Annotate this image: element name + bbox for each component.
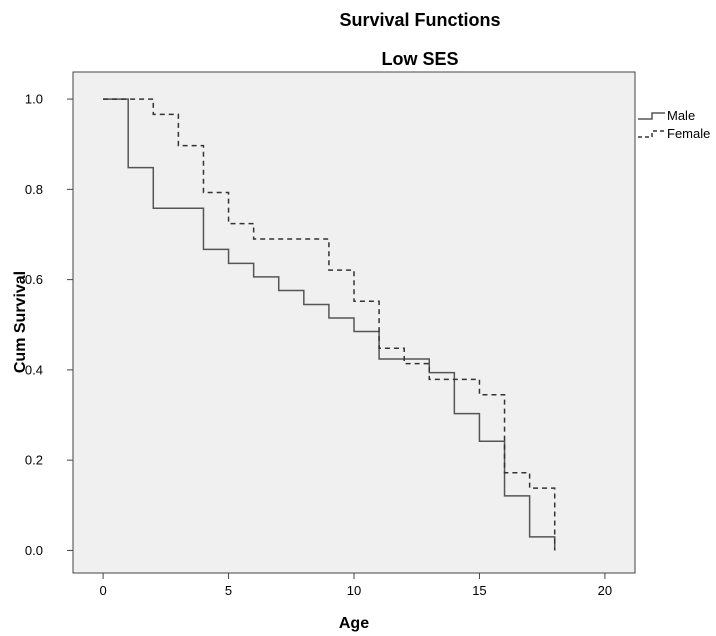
chart-subtitle: Low SES <box>381 49 458 69</box>
legend-swatch-female <box>638 130 665 138</box>
y-tick-label: 0.6 <box>25 272 43 287</box>
x-tick-label: 5 <box>225 583 232 598</box>
chart-title: Survival Functions <box>339 10 500 30</box>
y-axis-title: Cum Survival <box>12 271 29 373</box>
x-axis-title: Age <box>339 615 369 632</box>
y-tick-label: 0.2 <box>25 453 43 468</box>
y-tick-label: 0.8 <box>25 182 43 197</box>
x-tick-label: 0 <box>99 583 106 598</box>
legend-label-female: Female <box>667 126 710 141</box>
series-line-male <box>103 98 556 551</box>
x-tick-label: 10 <box>347 583 361 598</box>
y-axis: 0.0 0.2 0.4 0.6 0.8 1.0 <box>25 92 73 558</box>
series-layer <box>103 98 556 551</box>
x-tick-label: 15 <box>472 583 486 598</box>
y-tick-label: 1.0 <box>25 92 43 107</box>
x-tick-label: 20 <box>598 583 612 598</box>
x-axis: 0 5 10 15 20 <box>99 573 612 598</box>
legend-label-male: Male <box>667 108 695 123</box>
legend: Male Female <box>638 108 710 141</box>
legend-swatch-male <box>638 112 665 120</box>
y-tick-label: 0.0 <box>25 543 43 558</box>
series-line-female <box>103 98 556 551</box>
y-tick-label: 0.4 <box>25 362 43 377</box>
